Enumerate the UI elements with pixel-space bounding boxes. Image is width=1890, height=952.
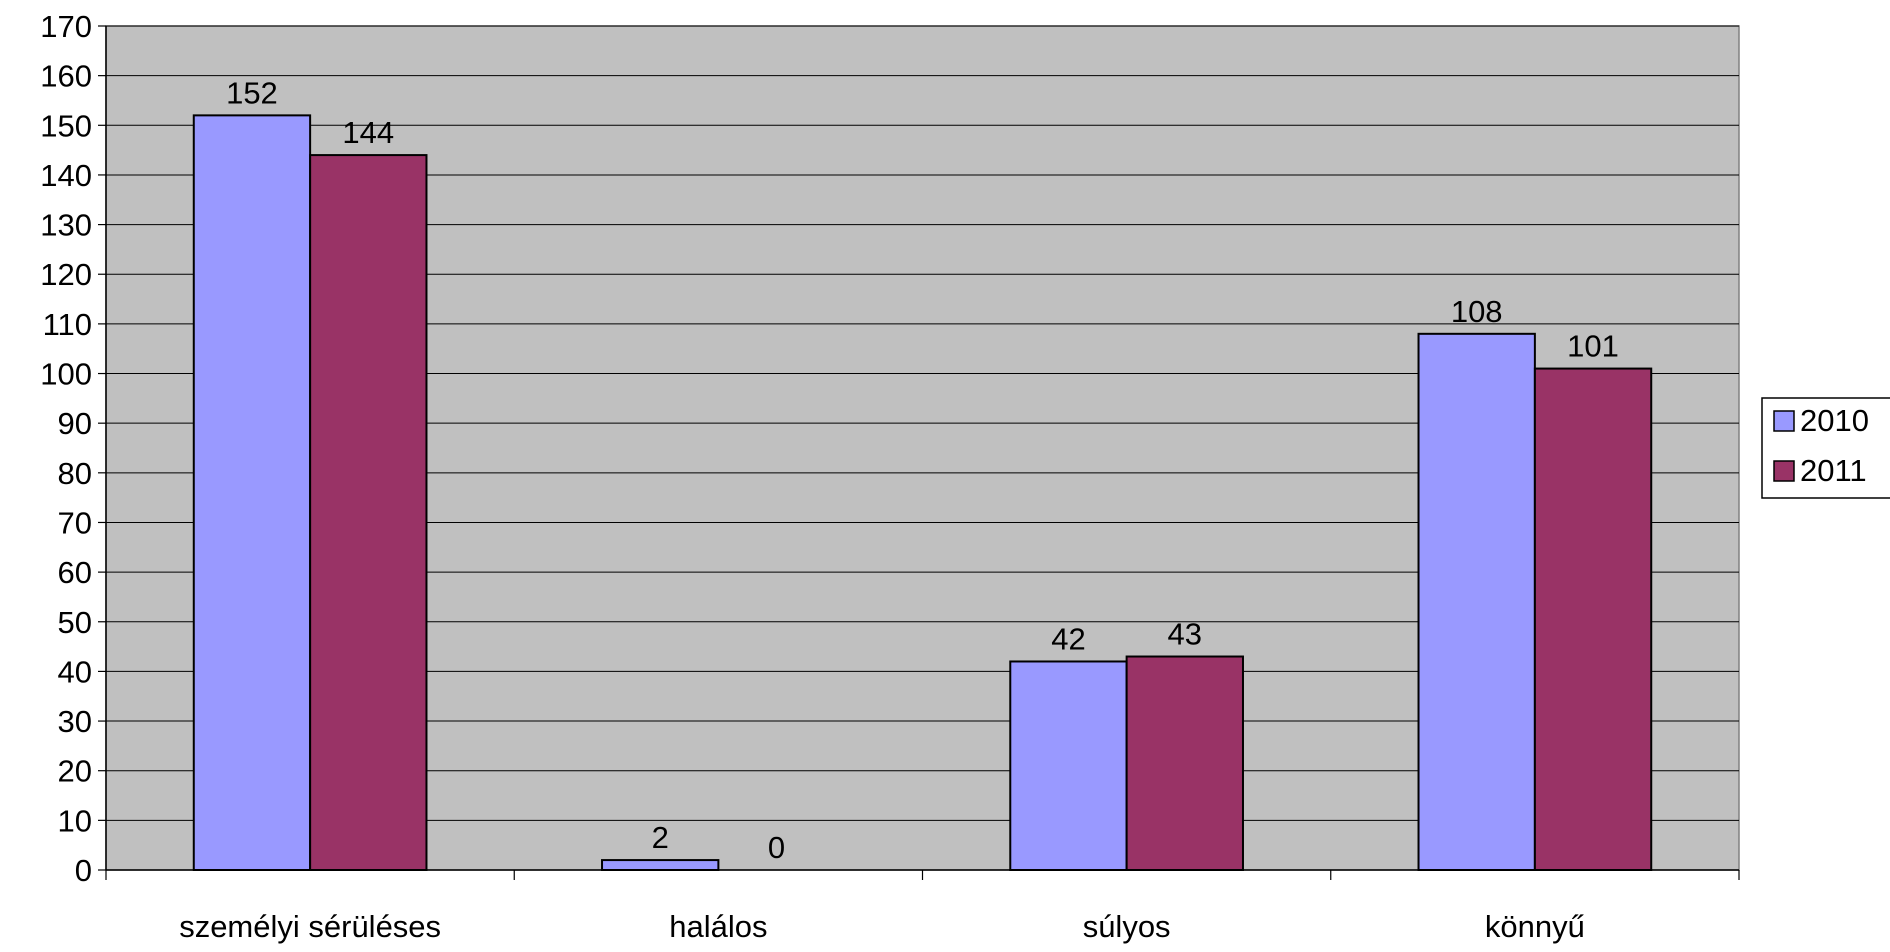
y-tick-label: 0 xyxy=(75,853,92,888)
y-tick-label: 40 xyxy=(58,654,92,689)
data-label: 2 xyxy=(652,820,669,855)
y-tick-label: 130 xyxy=(40,208,92,243)
data-label: 152 xyxy=(226,75,278,110)
x-axis: személyi sérüléses halálos súlyos könnyű xyxy=(105,869,1740,944)
bar xyxy=(192,114,312,872)
y-tick-label: 30 xyxy=(58,704,92,739)
bar xyxy=(1417,332,1536,871)
y-tick-label: 100 xyxy=(40,357,92,392)
legend-label: 2011 xyxy=(1800,453,1867,488)
bar xyxy=(1533,367,1653,871)
y-tick-label: 140 xyxy=(40,158,92,193)
x-tick-label: halálos xyxy=(669,909,767,944)
y-tick-label: 20 xyxy=(58,754,92,789)
bar xyxy=(1009,660,1128,872)
y-tick-label: 10 xyxy=(58,803,92,838)
y-tick-label: 50 xyxy=(58,605,92,640)
y-tick-label: 60 xyxy=(58,555,92,590)
y-tick-label: 120 xyxy=(40,257,92,292)
y-tick-label: 170 xyxy=(40,9,92,44)
y-tick-label: 110 xyxy=(43,307,92,342)
legend-swatch xyxy=(1773,460,1795,482)
bars xyxy=(192,114,1653,872)
y-tick-label: 80 xyxy=(58,456,92,491)
y-axis: 0 10 20 30 40 50 60 70 80 90 100 110 120 130 140 150 160… xyxy=(40,9,107,888)
data-labels: 152 2 42 108 144 0 43 101 xyxy=(226,75,1619,865)
x-tick-label: súlyos xyxy=(1083,909,1171,944)
legend-swatch xyxy=(1773,410,1795,432)
bar xyxy=(309,154,428,872)
y-tick-label: 70 xyxy=(58,505,92,540)
bar xyxy=(601,859,720,872)
legend: 2010 2011 xyxy=(1761,397,1890,499)
data-label: 43 xyxy=(1168,617,1202,652)
data-label: 0 xyxy=(768,830,785,865)
data-label: 42 xyxy=(1051,621,1085,656)
y-tick-label: 90 xyxy=(58,406,92,441)
bar xyxy=(1125,655,1244,871)
y-tick-label: 160 xyxy=(40,59,92,94)
x-tick-label: személyi sérüléses xyxy=(179,909,441,944)
data-label: 144 xyxy=(342,115,394,150)
data-label: 108 xyxy=(1451,294,1503,329)
y-tick-label: 150 xyxy=(40,108,92,143)
legend-label: 2010 xyxy=(1800,403,1869,438)
data-label: 101 xyxy=(1567,329,1619,364)
x-tick-label: könnyű xyxy=(1485,909,1585,944)
